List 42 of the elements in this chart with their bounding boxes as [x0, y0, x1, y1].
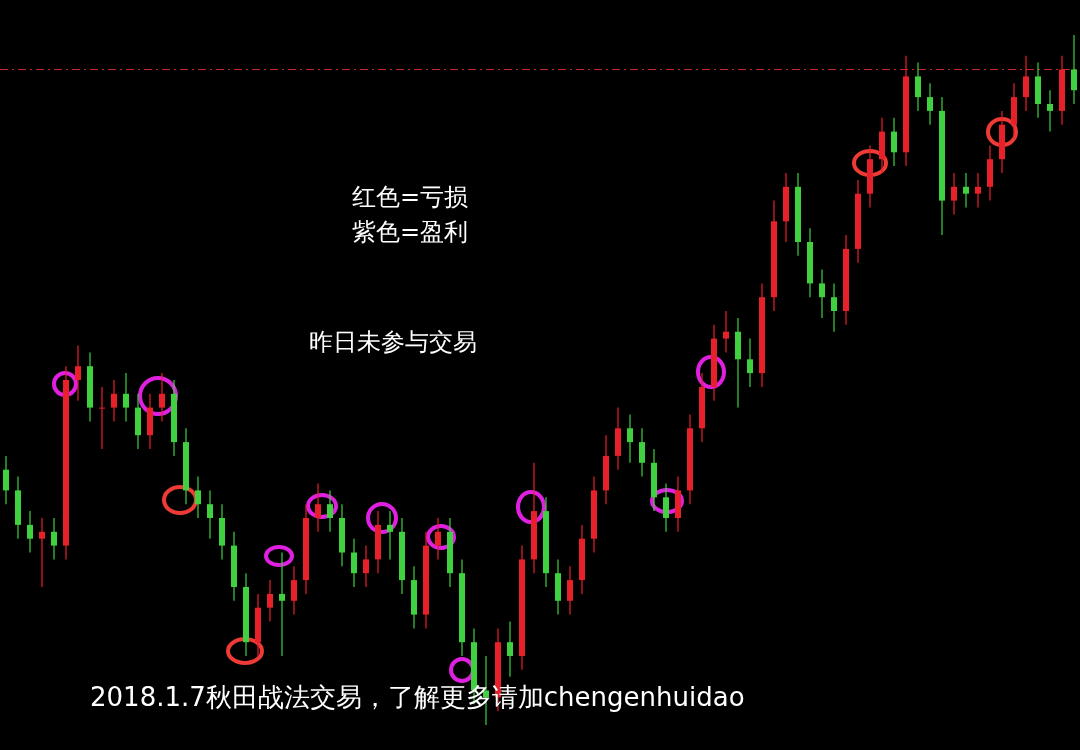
- candlestick: [627, 413, 633, 464]
- candlestick: [831, 282, 837, 333]
- candlestick: [207, 489, 213, 540]
- annotation: 2018.1.7秋田战法交易，了解更多请加chengenhuidao: [90, 682, 745, 712]
- candlestick: [435, 517, 441, 560]
- candlestick: [1047, 89, 1053, 133]
- candlestick: [51, 517, 57, 560]
- candlestick: [267, 579, 273, 623]
- candlestick: [963, 172, 969, 209]
- candlestick: [951, 172, 957, 215]
- candlestick: [927, 82, 933, 126]
- candlestick: [663, 482, 669, 533]
- candlestick: [351, 538, 357, 588]
- candlestick: [975, 172, 981, 209]
- candlestick: [111, 379, 117, 422]
- candlestick: [327, 489, 333, 533]
- annotation: 紫色=盈利: [351, 218, 469, 246]
- candlestick: [507, 620, 513, 678]
- candlestick: [27, 510, 33, 554]
- candlestick: [1023, 55, 1029, 112]
- candlestick: [639, 427, 645, 478]
- candlestick: [747, 338, 753, 388]
- candlestick: [159, 372, 165, 422]
- annotation: 昨日未参与交易: [309, 328, 477, 356]
- candlestick: [567, 565, 573, 616]
- candlestick: [315, 482, 321, 533]
- candlestick: [363, 545, 369, 588]
- candlestick: [75, 344, 81, 402]
- candlestick: [279, 551, 285, 657]
- candlestick: [123, 372, 129, 422]
- candlestick: [891, 117, 897, 167]
- candlestick: [99, 386, 105, 450]
- annotation: 红色=亏损: [351, 183, 469, 211]
- candlestick: [39, 517, 45, 588]
- candlestick: [387, 510, 393, 560]
- candlestick: [915, 62, 921, 112]
- candlestick: [291, 565, 297, 616]
- candlestick: [195, 476, 201, 519]
- candlestick: [723, 310, 729, 353]
- candlestick: [819, 269, 825, 319]
- candlestick: [3, 455, 9, 505]
- candlestick: [1071, 34, 1077, 105]
